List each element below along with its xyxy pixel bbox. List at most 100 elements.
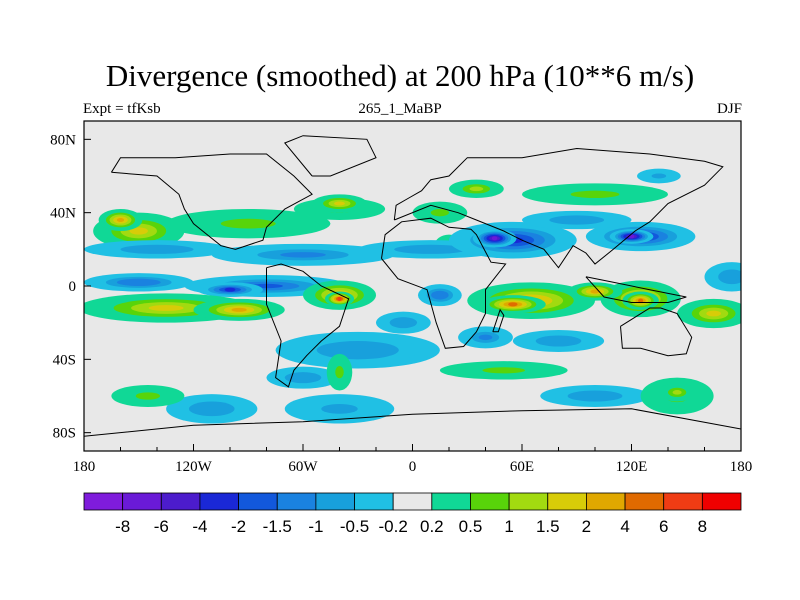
divergence-blob	[581, 393, 609, 399]
divergence-blob	[231, 307, 247, 312]
divergence-blob	[590, 289, 600, 294]
colorbar-label: 1	[504, 517, 513, 536]
colorbar-label: -0.2	[379, 517, 408, 536]
colorbar-swatch	[199, 492, 239, 511]
divergence-blob	[725, 273, 739, 281]
chart-title: Divergence (smoothed) at 200 hPa (10**6 …	[105, 58, 695, 93]
divergence-blob	[478, 334, 493, 341]
x-tick-label: 0	[409, 459, 417, 475]
divergence-blob	[491, 236, 498, 241]
colorbar-swatch	[276, 492, 317, 511]
colorbar-label: 2	[582, 517, 591, 536]
divergence-blob	[293, 374, 313, 381]
colorbar-label: 4	[620, 517, 629, 536]
x-tick-label: 60E	[510, 459, 534, 475]
x-axis: 180 120W 60W 0 60E 120E 180	[73, 444, 753, 475]
colorbar-label: 8	[698, 517, 707, 536]
divergence-blob	[280, 252, 326, 258]
colorbar-label: -1.5	[263, 517, 292, 536]
colorbar-swatch	[315, 492, 355, 511]
colorbar-swatch	[238, 492, 278, 511]
divergence-blob	[224, 287, 236, 292]
divergence-blob	[396, 319, 411, 326]
colorbar-swatch	[547, 492, 587, 511]
colorbar-swatch	[470, 492, 510, 511]
y-tick-label: 0	[69, 279, 77, 295]
coastline	[381, 217, 507, 349]
divergence-blob	[672, 390, 682, 395]
divergence-blob	[334, 201, 345, 206]
divergence-blob	[129, 227, 148, 235]
colorbar-label: 0.2	[420, 517, 444, 536]
y-tick-label: 80S	[53, 426, 76, 442]
divergence-blob	[337, 345, 379, 355]
colorbar-label: -6	[154, 517, 169, 536]
colorbar-label: -0.5	[340, 517, 369, 536]
y-tick-label: 80N	[50, 132, 76, 148]
divergence-blob	[706, 310, 721, 317]
x-tick-label: 120W	[175, 459, 213, 475]
coastline	[110, 153, 313, 250]
divergence-blob	[469, 186, 484, 192]
coastline	[492, 308, 505, 333]
colorbar-swatch	[160, 492, 201, 511]
divergence-blob	[430, 209, 449, 217]
colorbar: -8 -6 -4 -2 -1.5 -1 -0.5 -0.2 0.2 0.5 1 1.5 2 4 6 8	[83, 492, 742, 536]
divergence-blob	[482, 367, 526, 374]
divergence-blob	[127, 280, 150, 285]
divergence-blob	[412, 247, 449, 252]
colorbar-swatch	[83, 492, 124, 511]
divergence-blob	[563, 217, 591, 223]
colorbar-label: 1.5	[536, 517, 560, 536]
divergence-blob	[638, 298, 644, 303]
season-label: DJF	[716, 101, 742, 117]
colorbar-swatch	[586, 492, 626, 511]
coastlines	[84, 135, 741, 437]
divergence-blob	[220, 218, 276, 229]
colorbar-swatch	[122, 492, 162, 511]
divergence-blob	[651, 173, 667, 179]
colorbar-swatch	[392, 492, 433, 511]
coastline	[84, 408, 741, 437]
divergence-blob	[321, 403, 358, 414]
divergence-blob	[148, 305, 184, 311]
colorbar-label: -8	[115, 517, 130, 536]
x-tick-label: 180	[73, 459, 96, 475]
x-tick-label: 120E	[616, 459, 648, 475]
colorbar-swatch	[508, 492, 549, 511]
coastline	[393, 147, 724, 269]
divergence-blob	[200, 405, 224, 413]
run-label: 265_1_MaBP	[358, 101, 442, 117]
colorbar-swatch	[701, 492, 742, 511]
divergence-blob	[547, 338, 570, 344]
divergence-blob	[508, 302, 518, 307]
colorbar-label: 6	[659, 517, 668, 536]
contour-fields	[84, 121, 741, 451]
divergence-blob	[116, 218, 125, 222]
coastline	[620, 307, 693, 357]
colorbar-swatch	[354, 492, 394, 511]
y-tick-label: 40N	[50, 206, 76, 222]
divergence-blob	[335, 366, 344, 379]
coastline	[585, 276, 687, 303]
divergence-blob	[570, 190, 620, 198]
colorbar-swatch	[431, 492, 471, 511]
coastline	[283, 135, 377, 177]
colorbar-label: -2	[231, 517, 246, 536]
experiment-label: Expt = tfKsb	[83, 101, 161, 117]
colorbar-label: 0.5	[459, 517, 483, 536]
coastline	[266, 263, 350, 388]
divergence-blob	[135, 392, 161, 400]
colorbar-swatch	[624, 492, 665, 511]
divergence-blob	[435, 292, 445, 298]
divergence-blob	[337, 296, 342, 301]
colorbar-label: -1	[308, 517, 323, 536]
x-tick-label: 180	[730, 459, 753, 475]
colorbar-swatch	[663, 492, 703, 511]
divergence-blob	[138, 247, 176, 252]
y-axis: 80N 40N 0 40S 80S	[50, 132, 91, 442]
x-tick-label: 60W	[288, 459, 318, 475]
colorbar-label: -4	[192, 517, 207, 536]
y-tick-label: 40S	[53, 352, 76, 368]
